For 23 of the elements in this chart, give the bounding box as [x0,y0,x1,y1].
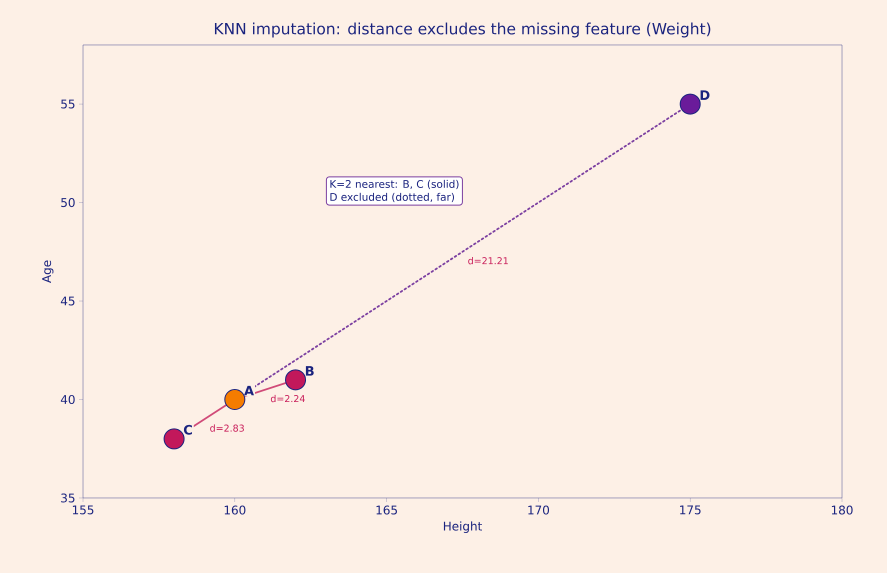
y-tick-label: 45 [60,296,74,306]
x-tick-label: 160 [224,506,246,515]
x-tick-label: 170 [528,506,550,515]
annotation: D excluded (dotted, far) [330,192,454,202]
y-tick-label: 40 [60,394,75,404]
x-tick-label: 165 [376,506,397,515]
y-tick-label: 55 [61,100,74,109]
x-tick-label: 180 [832,506,853,515]
annotation: d=21.21 [468,256,508,264]
series-label: B [306,366,314,376]
annotation: d=2.83 [210,424,244,432]
annotation: K=2 nearest: B, C (solid) [330,180,459,190]
series-label: C [184,424,192,435]
y-axis-title: Age [42,260,54,283]
y-tick-label: 50 [61,198,75,208]
annotation: d=2.24 [270,394,305,402]
x-tick-label: 155 [72,506,94,514]
x-tick-label: 175 [680,506,701,514]
series-label: A [244,386,254,396]
x-axis-title: Height [444,521,482,533]
y-tick-label: 35 [61,493,74,503]
chart-title: KNN imputation: distance excludes the missing feature (Weight) [214,22,710,38]
series-label: D [700,90,710,100]
